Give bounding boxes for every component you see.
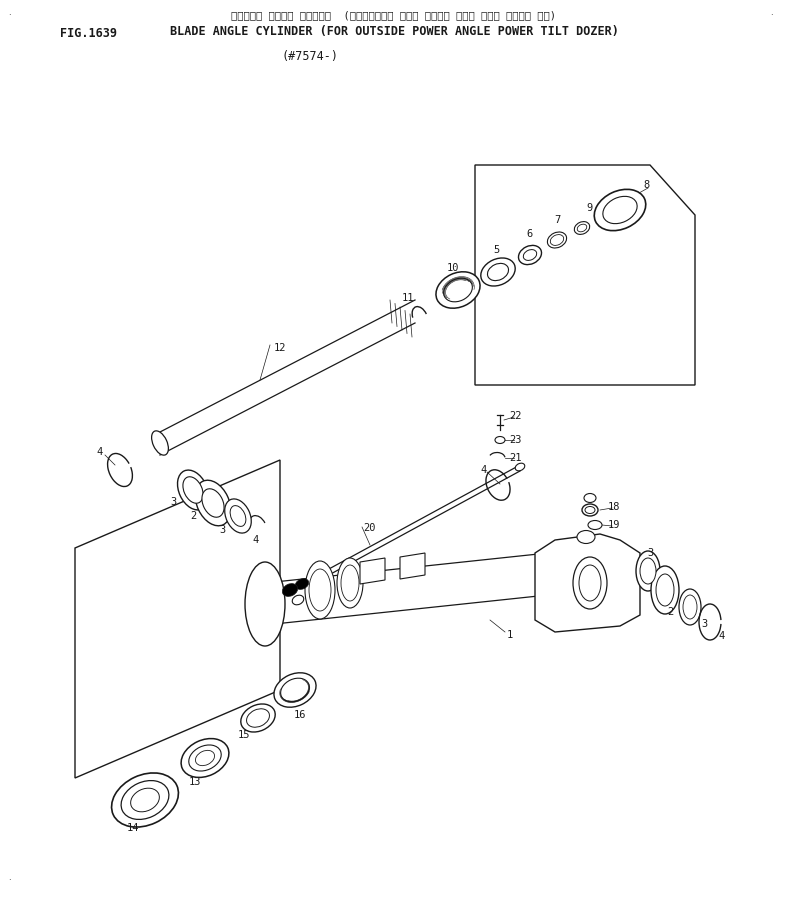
Ellipse shape	[281, 678, 310, 702]
Text: 20: 20	[364, 523, 376, 533]
Ellipse shape	[274, 672, 316, 708]
Ellipse shape	[305, 561, 335, 619]
Ellipse shape	[579, 565, 601, 601]
Text: 3: 3	[170, 497, 177, 507]
Ellipse shape	[640, 558, 656, 584]
Text: .: .	[8, 873, 10, 882]
Ellipse shape	[183, 476, 203, 503]
Text: 2: 2	[667, 607, 673, 617]
Ellipse shape	[121, 780, 169, 819]
Text: (#7574-): (#7574-)	[281, 50, 339, 63]
Ellipse shape	[495, 437, 505, 443]
Ellipse shape	[282, 583, 298, 596]
Text: 7: 7	[554, 215, 560, 225]
Text: 19: 19	[608, 520, 620, 530]
Ellipse shape	[341, 565, 359, 601]
Ellipse shape	[578, 224, 587, 232]
Ellipse shape	[585, 506, 595, 513]
Ellipse shape	[292, 595, 303, 605]
Text: 5: 5	[492, 245, 499, 255]
Ellipse shape	[202, 489, 224, 517]
Text: 9: 9	[587, 203, 593, 213]
Ellipse shape	[444, 278, 472, 302]
Text: 19: 19	[312, 598, 324, 608]
Ellipse shape	[481, 258, 515, 286]
Ellipse shape	[519, 245, 541, 264]
Ellipse shape	[584, 494, 596, 503]
Ellipse shape	[195, 751, 214, 766]
Ellipse shape	[337, 558, 363, 608]
Ellipse shape	[515, 463, 525, 471]
Ellipse shape	[195, 480, 231, 526]
Ellipse shape	[230, 505, 246, 527]
Text: 13: 13	[189, 777, 201, 787]
Text: 10: 10	[447, 263, 459, 273]
Text: 21: 21	[510, 453, 522, 463]
Text: 3: 3	[647, 548, 653, 558]
Text: ブレード・ アングル シリンダー  (アウトサイド・ パワー アングル パワー チルト ドーザー ヨウ): ブレード・ アングル シリンダー (アウトサイド・ パワー アングル パワー チ…	[232, 10, 556, 20]
Text: 15: 15	[238, 730, 251, 740]
Text: 22: 22	[510, 411, 522, 421]
Ellipse shape	[588, 521, 602, 530]
Text: 11: 11	[402, 293, 414, 303]
Ellipse shape	[574, 221, 589, 235]
Ellipse shape	[112, 773, 178, 827]
Ellipse shape	[309, 569, 331, 611]
Ellipse shape	[523, 250, 537, 261]
Ellipse shape	[594, 190, 645, 231]
Ellipse shape	[245, 562, 285, 646]
Ellipse shape	[550, 235, 563, 245]
Ellipse shape	[651, 566, 679, 614]
Text: FIG.1639: FIG.1639	[60, 27, 117, 40]
Ellipse shape	[488, 263, 508, 280]
Polygon shape	[400, 553, 425, 579]
Ellipse shape	[436, 271, 480, 308]
Ellipse shape	[582, 504, 598, 516]
Text: 17: 17	[312, 586, 324, 596]
Ellipse shape	[247, 708, 269, 727]
Text: 8: 8	[644, 180, 650, 190]
Ellipse shape	[151, 431, 169, 455]
Text: BLADE ANGLE CYLINDER (FOR OUTSIDE POWER ANGLE POWER TILT DOZER): BLADE ANGLE CYLINDER (FOR OUTSIDE POWER …	[169, 25, 619, 38]
Ellipse shape	[577, 530, 595, 544]
Text: .: .	[770, 8, 772, 17]
Ellipse shape	[181, 739, 229, 778]
Text: 14: 14	[127, 823, 139, 833]
Text: 6: 6	[527, 229, 533, 239]
Text: 3: 3	[701, 619, 707, 629]
Ellipse shape	[683, 595, 697, 619]
Ellipse shape	[225, 499, 251, 533]
Text: 2: 2	[190, 511, 196, 521]
Ellipse shape	[656, 574, 674, 606]
Text: 23: 23	[510, 435, 522, 445]
Text: 16: 16	[294, 710, 307, 720]
Text: .: .	[8, 8, 10, 17]
Text: 3: 3	[219, 525, 225, 535]
Polygon shape	[535, 534, 640, 632]
Ellipse shape	[679, 589, 701, 625]
Ellipse shape	[603, 196, 637, 224]
Ellipse shape	[189, 745, 221, 771]
Polygon shape	[360, 558, 385, 584]
Ellipse shape	[241, 704, 275, 732]
Ellipse shape	[131, 788, 159, 812]
Ellipse shape	[573, 557, 607, 609]
Ellipse shape	[636, 551, 660, 591]
Text: 4: 4	[481, 465, 487, 475]
Text: 1: 1	[507, 630, 513, 640]
Text: 4: 4	[253, 535, 259, 545]
Text: 4: 4	[719, 631, 725, 641]
Text: 18: 18	[608, 502, 620, 512]
Ellipse shape	[548, 232, 567, 248]
Text: 4: 4	[97, 447, 103, 457]
Text: 12: 12	[273, 343, 286, 353]
Ellipse shape	[296, 579, 309, 590]
Ellipse shape	[177, 470, 209, 510]
